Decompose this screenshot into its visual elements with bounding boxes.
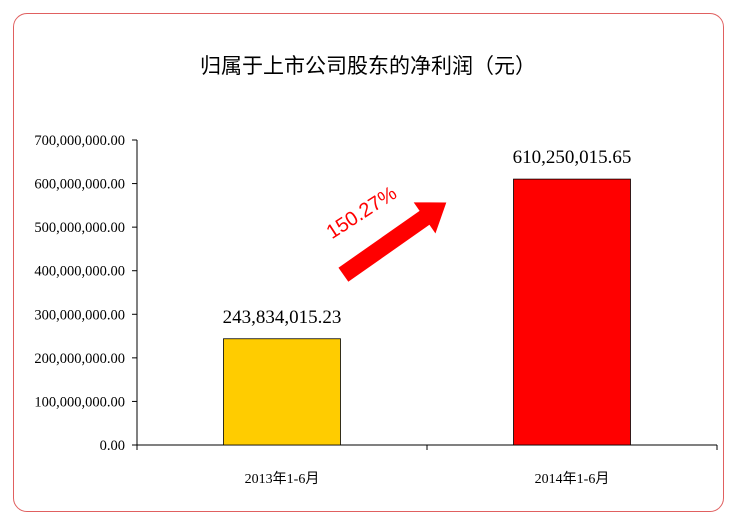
growth-arrow-icon xyxy=(337,201,448,284)
bar-value-label: 243,834,015.23 xyxy=(223,307,342,328)
bars: 243,834,015.23 610,250,015.65 xyxy=(223,147,632,446)
axes: 0.00 100,000,000.00 200,000,000.00 300,000,… xyxy=(34,133,718,487)
y-tick-label: 500,000,000.00 xyxy=(34,220,125,236)
y-tick-label: 600,000,000.00 xyxy=(34,177,125,193)
y-tick-label: 700,000,000.00 xyxy=(34,133,125,149)
x-category-label: 2013年1-6月 xyxy=(245,471,320,487)
y-tick-label: 0.00 xyxy=(100,438,125,454)
y-tick-label: 400,000,000.00 xyxy=(34,264,125,280)
x-category-label: 2014年1-6月 xyxy=(535,471,610,487)
bar xyxy=(513,178,631,446)
chart-title: 归属于上市公司股东的净利润（元） xyxy=(200,54,536,78)
bar xyxy=(223,338,341,446)
growth-annotation: 150.27% xyxy=(323,182,448,284)
y-tick-label: 100,000,000.00 xyxy=(34,394,125,410)
y-tick-label: 200,000,000.00 xyxy=(34,351,125,367)
y-tick-label: 300,000,000.00 xyxy=(34,307,125,323)
bar-value-label: 610,250,015.65 xyxy=(513,147,632,168)
